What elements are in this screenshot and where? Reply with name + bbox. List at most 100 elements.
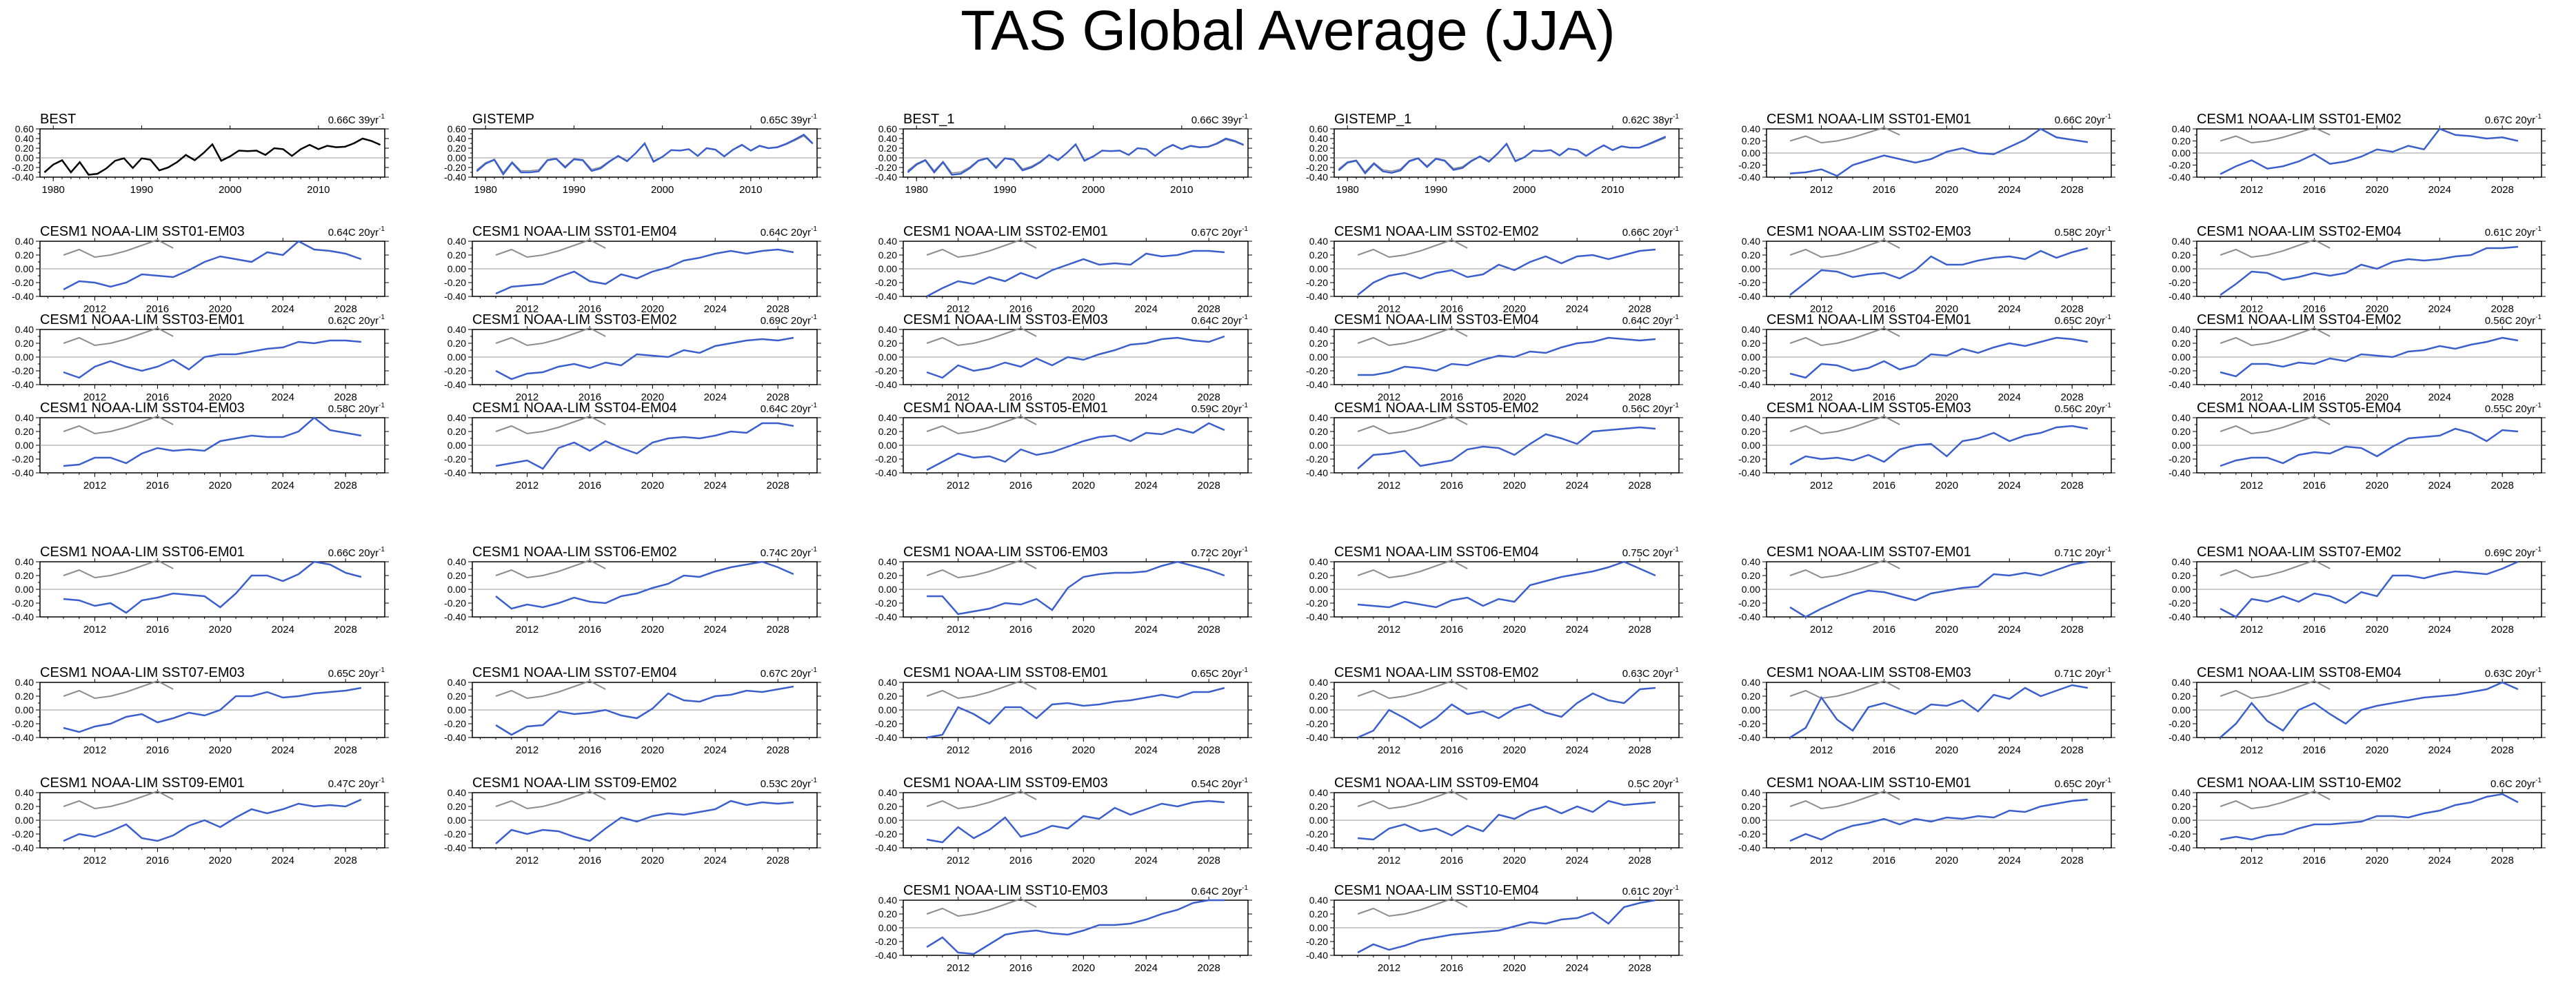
x-tick-label: 2028	[2491, 624, 2513, 636]
x-tick-label: 2024	[2428, 184, 2451, 196]
x-tick-label: 2016	[1440, 480, 1463, 491]
panel-trend-exponent: -1	[2105, 402, 2111, 409]
x-tick-label: 2020	[1072, 744, 1095, 756]
panel-trend-exponent: -1	[1242, 667, 1248, 674]
x-tick-label: 2016	[2303, 744, 2326, 756]
reference-line	[926, 415, 1037, 435]
panel-cesm1-noaa-lim-sst09-em02: CESM1 NOAA-LIM SST09-EM02 0.53C 20yr-1 0.4…	[444, 775, 821, 866]
x-tick-label: 2028	[1628, 855, 1651, 866]
y-tick-label: 0.40	[878, 787, 897, 798]
series-line	[2220, 336, 2519, 378]
panel-cesm1-noaa-lim-sst03-em04: CESM1 NOAA-LIM SST03-EM04 0.64C 20yr-1 0.4…	[1306, 312, 1683, 403]
x-tick-label: 2024	[2428, 303, 2451, 315]
panel-cesm1-noaa-lim-sst08-em03: CESM1 NOAA-LIM SST08-EM03 0.71C 20yr-1 0.4…	[1738, 665, 2115, 756]
y-tick-label: 0.00	[1742, 263, 1760, 274]
y-tick-label: -0.20	[875, 277, 897, 288]
x-tick-label: 2012	[1378, 855, 1400, 866]
y-tick-label: -0.20	[1306, 277, 1328, 288]
panel-trend: 0.66C 20yr-1	[328, 546, 385, 559]
y-tick-label: 0.00	[2172, 584, 2191, 595]
y-tick-label: -0.20	[1738, 598, 1760, 609]
x-tick-label: 2016	[1873, 184, 1895, 196]
y-tick-label: 0.00	[15, 263, 34, 274]
y-tick-label: -0.40	[12, 379, 34, 390]
y-tick-label: 0.40	[447, 787, 466, 798]
x-tick-label: 2028	[766, 744, 789, 756]
y-tick-label: -0.20	[1306, 718, 1328, 729]
series-line	[63, 687, 362, 733]
y-tick-label: 0.40	[2172, 556, 2191, 567]
y-tick-label: -0.40	[875, 950, 897, 961]
series-line	[63, 798, 362, 842]
panel-trend-exponent: -1	[1673, 777, 1679, 784]
panel-trend-exponent: -1	[1673, 225, 1679, 233]
x-tick-label: 2012	[947, 855, 969, 866]
y-tick-label: 0.20	[15, 250, 34, 261]
x-tick-label: 2020	[1072, 624, 1095, 636]
x-tick-label: 2024	[1998, 184, 2021, 196]
panel-trend-exponent: -1	[811, 546, 817, 553]
panel-title: CESM1 NOAA-LIM SST04-EM02	[2197, 312, 2402, 327]
x-tick-label: 2028	[2491, 744, 2513, 756]
y-tick-label: 0.40	[2172, 787, 2191, 798]
panel-title: CESM1 NOAA-LIM SST07-EM01	[1767, 545, 1971, 560]
reference-line	[1789, 680, 1900, 700]
x-tick-label: 2020	[1072, 480, 1095, 491]
y-tick-label: 0.20	[878, 250, 897, 261]
panel-trend-exponent: -1	[2105, 225, 2111, 233]
y-tick-label: 0.00	[447, 440, 466, 451]
panel-trend: 0.69C 20yr-1	[761, 314, 818, 327]
x-tick-label: 2028	[334, 480, 356, 491]
y-tick-label: -0.40	[1306, 379, 1328, 390]
panel-cesm1-noaa-lim-sst09-em03: CESM1 NOAA-LIM SST09-EM03 0.54C 20yr-1 0.4…	[875, 775, 1252, 866]
y-tick-label: -0.40	[12, 291, 34, 302]
x-tick-label: 2020	[209, 855, 232, 866]
x-tick-label: 2012	[2240, 624, 2263, 636]
x-tick-label: 2000	[1513, 184, 1536, 196]
reference-line	[1789, 790, 1900, 810]
panel-cesm1-noaa-lim-sst07-em04: CESM1 NOAA-LIM SST07-EM04 0.67C 20yr-1 0.4…	[444, 665, 821, 756]
x-tick-label: 2012	[516, 855, 539, 866]
y-tick-label: 0.60	[15, 123, 34, 134]
reference-line	[1789, 415, 1900, 435]
y-tick-label: 0.00	[2172, 815, 2191, 826]
panel-trend-exponent: -1	[2535, 777, 2542, 784]
x-tick-label: 2020	[1072, 962, 1095, 974]
y-tick-label: 0.40	[15, 677, 34, 688]
plot-frame	[903, 128, 1249, 178]
panel-trend-exponent: -1	[811, 777, 817, 784]
x-tick-label: 2012	[1810, 855, 1833, 866]
panel-trend-exponent: -1	[379, 546, 385, 553]
panel-title: CESM1 NOAA-LIM SST02-EM03	[1767, 224, 1971, 239]
y-tick-label: -0.40	[1306, 732, 1328, 743]
x-tick-label: 2024	[704, 744, 727, 756]
panel-trend: 0.56C 20yr-1	[1622, 402, 1680, 415]
y-tick-label: 0.20	[2172, 250, 2191, 261]
series-line	[1789, 247, 2089, 296]
x-tick-label: 2028	[2491, 184, 2513, 196]
panel-trend-exponent: -1	[2535, 225, 2542, 233]
x-tick-label: 2020	[1935, 303, 1958, 315]
y-tick-label: -0.20	[1738, 829, 1760, 840]
y-tick-label: -0.20	[2169, 718, 2191, 729]
x-tick-label: 2020	[1503, 962, 1526, 974]
x-tick-label: 2024	[1135, 392, 1158, 403]
x-tick-label: 2024	[1566, 480, 1589, 491]
y-tick-label: 0.40	[878, 677, 897, 688]
x-tick-label: 2024	[1135, 962, 1158, 974]
y-tick-label: -0.20	[12, 365, 34, 376]
y-tick-label: 0.60	[447, 123, 466, 134]
y-tick-label: 0.40	[2172, 677, 2191, 688]
series-line	[2220, 128, 2519, 175]
y-tick-label: -0.20	[1306, 936, 1328, 947]
y-tick-label: 0.40	[15, 236, 34, 247]
panel-trend: 0.56C 20yr-1	[2055, 402, 2112, 415]
y-tick-label: 0.20	[15, 426, 34, 437]
y-tick-label: 0.40	[1742, 556, 1760, 567]
x-tick-label: 2016	[146, 744, 169, 756]
panel-trend: 0.61C 20yr-1	[1622, 884, 1680, 897]
y-tick-label: -0.40	[1738, 467, 1760, 478]
series-line	[1789, 798, 2089, 842]
y-tick-label: -0.20	[2169, 598, 2191, 609]
y-tick-label: -0.40	[444, 732, 466, 743]
